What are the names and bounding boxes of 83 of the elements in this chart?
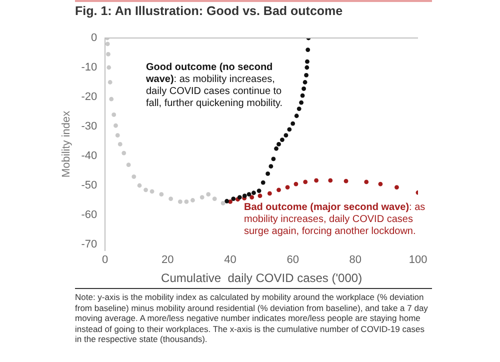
point bbox=[206, 192, 211, 197]
point bbox=[258, 194, 262, 198]
y-tick-label: -50 bbox=[81, 180, 98, 192]
y-tick-label: -70 bbox=[81, 238, 98, 251]
point bbox=[109, 96, 114, 102]
point bbox=[106, 52, 110, 56]
point bbox=[118, 142, 122, 146]
point bbox=[300, 93, 305, 98]
point bbox=[284, 133, 288, 138]
point bbox=[200, 195, 204, 200]
point bbox=[394, 185, 399, 190]
point bbox=[150, 189, 154, 194]
point bbox=[304, 65, 310, 70]
x-axis-title: Cumulative daily COVID cases ('000) bbox=[161, 271, 362, 286]
text: Note: y-axis is the mobility index as calculated by mobility around the workplace (% deviation from baseline) minus mobility around residential (% deviation from baseline), and take a 7 day moving average. A more/less negative number indicates more/less people are staying home instead of going to their workplaces. The x-axis is the cumulative number of COVID-19 cases in the respective state (thousands). bbox=[75, 292, 429, 344]
point bbox=[126, 162, 131, 168]
y-tick-label: -40 bbox=[81, 150, 98, 162]
point bbox=[276, 142, 281, 146]
point bbox=[105, 42, 110, 46]
point bbox=[266, 172, 270, 176]
chart-title: Fig. 1: An Illustration: Good vs. Bad outcome bbox=[75, 4, 343, 18]
point bbox=[190, 198, 195, 202]
point bbox=[299, 100, 304, 105]
point bbox=[252, 190, 256, 196]
point bbox=[250, 195, 254, 200]
point bbox=[137, 183, 142, 188]
point bbox=[276, 188, 281, 192]
point bbox=[144, 188, 148, 192]
point bbox=[260, 180, 266, 185]
x-tick-label: 80 bbox=[349, 254, 362, 266]
point bbox=[256, 188, 262, 194]
point bbox=[114, 123, 118, 128]
point bbox=[159, 192, 164, 197]
point bbox=[290, 121, 296, 126]
point bbox=[294, 114, 299, 118]
point bbox=[132, 174, 136, 179]
point bbox=[304, 72, 308, 78]
x-tick-label: 40 bbox=[224, 254, 236, 266]
point bbox=[306, 48, 310, 52]
y-tick-label: -30 bbox=[81, 120, 98, 133]
y-tick-label: -10 bbox=[81, 62, 98, 74]
point bbox=[294, 182, 298, 186]
point bbox=[344, 178, 348, 184]
point bbox=[168, 196, 174, 201]
x-tick-label: 20 bbox=[162, 254, 174, 266]
point bbox=[246, 192, 252, 197]
point bbox=[108, 80, 112, 84]
point bbox=[184, 200, 189, 204]
point bbox=[220, 201, 226, 206]
point bbox=[303, 180, 308, 184]
point bbox=[280, 138, 284, 142]
point bbox=[302, 86, 306, 91]
y-tick-label: -20 bbox=[81, 91, 98, 104]
point bbox=[112, 112, 116, 117]
point bbox=[106, 65, 112, 70]
point bbox=[274, 146, 278, 151]
point bbox=[328, 178, 333, 183]
point bbox=[115, 133, 120, 138]
x-tick-label: 60 bbox=[286, 254, 299, 266]
point bbox=[271, 156, 276, 162]
point bbox=[224, 198, 230, 204]
point bbox=[268, 164, 274, 169]
annotation: Bad outcome (major second wave): as mobility increases, daily COVID cases surge again, forcing another lockdown. bbox=[244, 202, 426, 238]
point bbox=[287, 127, 292, 132]
point bbox=[237, 195, 242, 200]
point bbox=[267, 191, 272, 196]
point bbox=[305, 59, 310, 64]
y-tick-label: 0 bbox=[90, 32, 98, 44]
x-tick-label: 100 bbox=[408, 254, 428, 266]
point bbox=[296, 106, 302, 111]
point bbox=[212, 196, 217, 201]
point bbox=[364, 180, 369, 184]
point bbox=[302, 80, 308, 84]
point bbox=[122, 150, 126, 156]
point bbox=[314, 178, 319, 183]
y-tick-label: -60 bbox=[81, 209, 98, 222]
point bbox=[178, 200, 182, 204]
annotation: Good outcome (no second wave): as mobility increases, daily COVID cases continue to fall, further quickening mobility. bbox=[146, 62, 284, 110]
point bbox=[231, 196, 236, 201]
point bbox=[285, 185, 290, 190]
point bbox=[378, 182, 383, 186]
x-tick-label: 0 bbox=[102, 254, 108, 266]
y-axis-title: Mobility index bbox=[60, 110, 73, 178]
